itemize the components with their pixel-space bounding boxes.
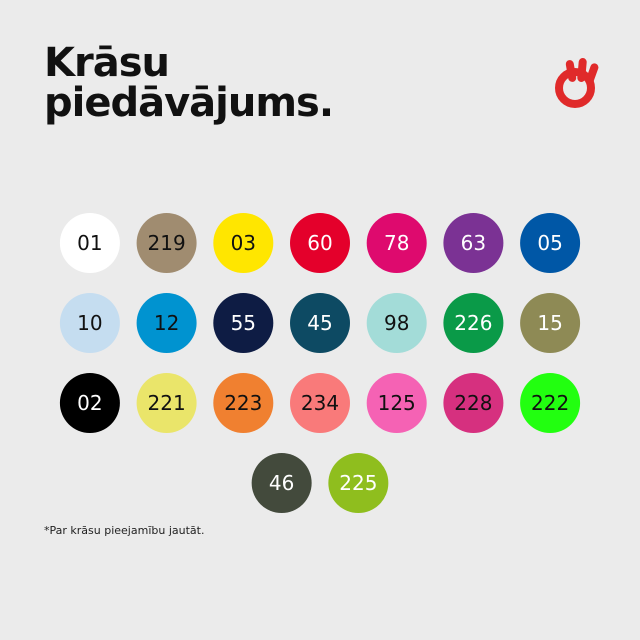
swatch (59, 293, 120, 353)
swatch (290, 293, 350, 353)
title-line: piedāvājums. (44, 80, 333, 126)
swatch (213, 293, 274, 353)
swatch-label: 228 (454, 391, 492, 415)
swatch-label: 125 (378, 391, 416, 415)
swatch-label: 02 (77, 391, 102, 415)
swatch-label: 55 (231, 311, 256, 335)
swatch (443, 373, 504, 433)
footnote: *Par krāsu pieejamību jautāt. (44, 524, 204, 537)
swatch-label: 10 (77, 311, 102, 335)
swatch (366, 213, 427, 273)
swatch (290, 373, 350, 433)
swatch (59, 373, 120, 433)
swatch (328, 453, 389, 513)
swatch-label: 221 (148, 391, 186, 415)
swatch (443, 213, 504, 273)
swatch-label: 45 (307, 311, 332, 335)
swatch-label: 60 (307, 231, 332, 255)
swatch (213, 373, 274, 433)
swatch (251, 453, 312, 513)
swatch-label: 98 (384, 311, 409, 335)
swatch-label: 12 (154, 311, 179, 335)
swatch-label: 01 (77, 231, 102, 255)
swatch-label: 03 (231, 231, 256, 255)
swatch-label: 05 (537, 231, 562, 255)
swatch (213, 213, 274, 273)
swatch-label: 225 (339, 471, 377, 495)
swatch-label: 46 (269, 471, 294, 495)
swatch-label: 219 (148, 231, 186, 255)
swatch-label: 15 (537, 311, 562, 335)
swatch (520, 293, 581, 353)
swatch (366, 293, 427, 353)
swatch (136, 213, 197, 273)
swatch (366, 373, 427, 433)
swatch (290, 213, 350, 273)
swatches: 01 219 03 60 78 63 05 10 12 55 45 98 226 15 02 221 223 23… (59, 213, 581, 513)
swatch-label: 226 (454, 311, 492, 335)
swatch (136, 293, 197, 353)
swatch-label: 234 (301, 391, 339, 415)
swatch-label: 222 (531, 391, 569, 415)
logo (555, 58, 599, 108)
swatch-label: 223 (224, 391, 262, 415)
swatch (520, 213, 581, 273)
swatch (136, 373, 197, 433)
swatch-label: 78 (384, 231, 409, 255)
swatch (520, 373, 581, 433)
swatch (59, 213, 120, 273)
swatch-label: 63 (461, 231, 486, 255)
title-line: Krāsu (44, 40, 169, 86)
swatch (443, 293, 504, 353)
